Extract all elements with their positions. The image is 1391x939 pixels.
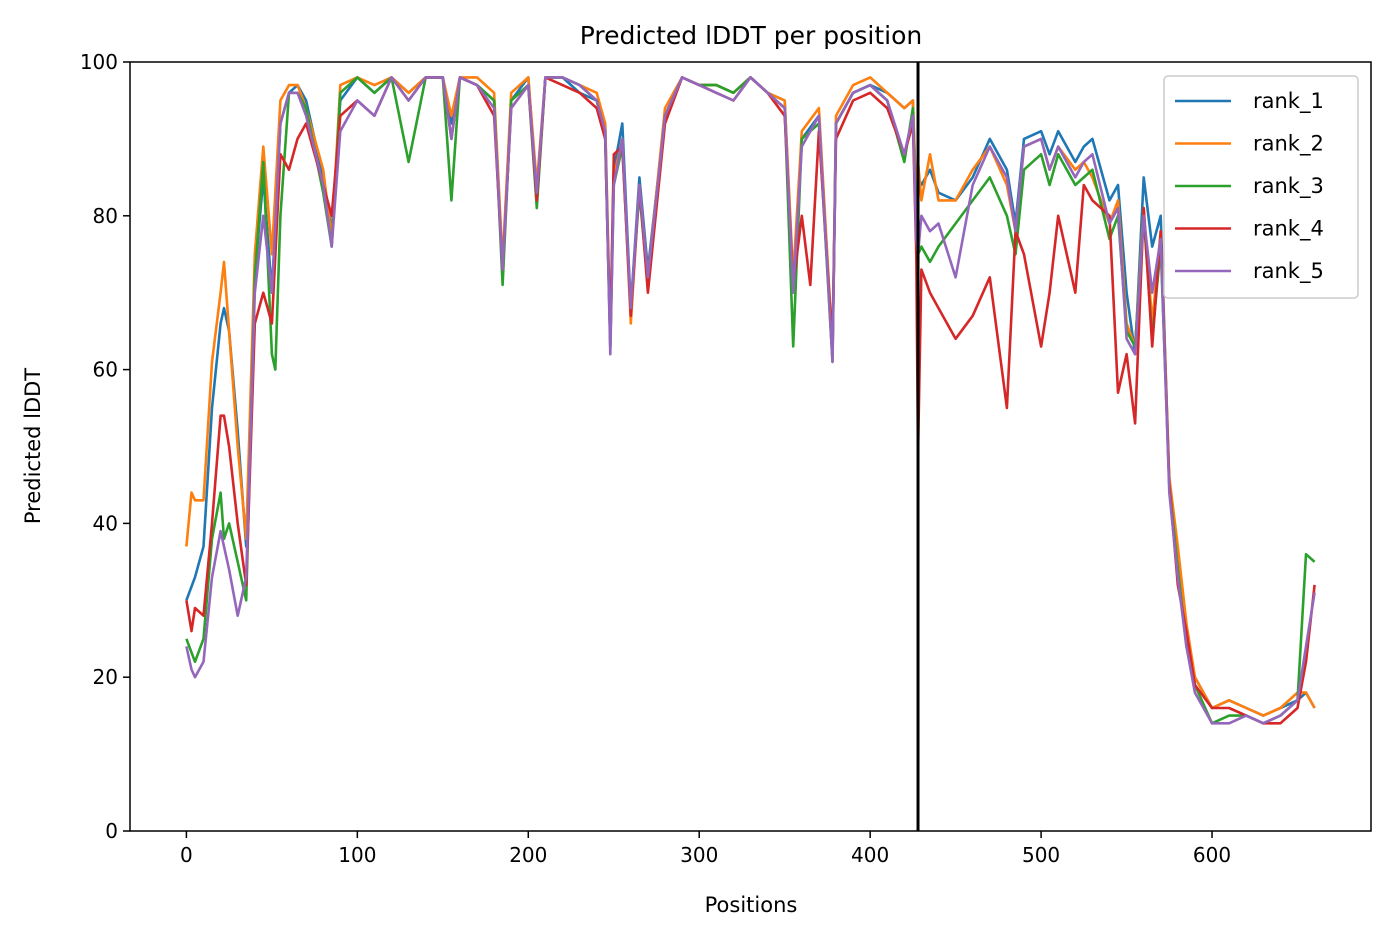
series-layer	[185, 76, 1316, 725]
x-tick-label: 600	[1193, 843, 1231, 867]
series-line-rank_4	[185, 76, 1316, 725]
legend-label-rank_4: rank_4	[1253, 217, 1324, 242]
series-line-rank_3	[185, 76, 1316, 725]
x-tick-label: 0	[180, 843, 193, 867]
legend: rank_1 rank_2 rank_3 rank_4 rank_5	[1163, 75, 1359, 299]
x-tick-label: 300	[680, 843, 718, 867]
x-tick-label: 500	[1022, 843, 1060, 867]
y-tick-label: 60	[93, 358, 118, 382]
legend-box	[1163, 75, 1359, 299]
x-axis-title: Positions	[705, 893, 798, 917]
y-axis: 0 20 40 60 80 100	[80, 50, 130, 843]
y-axis-title: Predicted lDDT	[21, 368, 45, 524]
x-tick-label: 400	[851, 843, 889, 867]
x-axis: 0 100 200 300 400 500 600	[180, 831, 1231, 867]
legend-label-rank_2: rank_2	[1253, 132, 1324, 157]
y-tick-label: 20	[93, 665, 118, 689]
y-tick-label: 80	[93, 204, 118, 228]
plot-frame	[129, 61, 1372, 832]
x-tick-label: 100	[338, 843, 376, 867]
series-line-rank_2	[185, 76, 1316, 717]
y-tick-label: 0	[105, 819, 118, 843]
y-tick-label: 100	[80, 50, 118, 74]
legend-label-rank_5: rank_5	[1253, 259, 1324, 284]
x-tick-label: 200	[509, 843, 547, 867]
y-tick-label: 40	[93, 511, 118, 535]
plot-area	[129, 61, 1372, 832]
series-line-rank_1	[185, 76, 1316, 717]
legend-label-rank_3: rank_3	[1253, 174, 1324, 199]
series-line-rank_5	[185, 76, 1316, 725]
legend-label-rank_1: rank_1	[1253, 89, 1324, 114]
chart-title: Predicted lDDT per position	[580, 21, 922, 50]
